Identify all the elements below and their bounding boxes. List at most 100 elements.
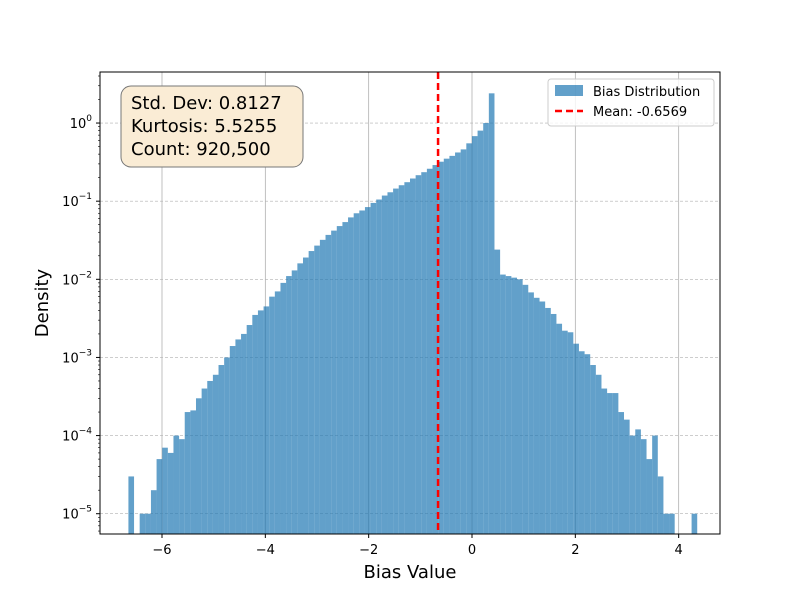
histogram-bar bbox=[556, 323, 563, 534]
histogram-bar bbox=[195, 398, 202, 534]
histogram-bar bbox=[522, 284, 529, 534]
histogram-bar bbox=[443, 158, 450, 534]
histogram-bar bbox=[201, 388, 208, 534]
histogram-bar bbox=[629, 435, 636, 534]
histogram-bar bbox=[652, 435, 658, 534]
histogram-bar bbox=[190, 410, 196, 534]
histogram-bar bbox=[376, 199, 382, 534]
histogram-bar bbox=[308, 251, 315, 534]
histogram-bar bbox=[274, 291, 281, 534]
histogram-bar bbox=[331, 230, 337, 534]
stats-count: Count: 920,500 bbox=[131, 139, 271, 160]
histogram-bar bbox=[562, 330, 568, 534]
histogram-bar bbox=[573, 343, 579, 534]
histogram-bar bbox=[500, 274, 506, 534]
histogram-bar bbox=[184, 412, 191, 534]
histogram-bar bbox=[314, 245, 320, 535]
histogram-bar bbox=[426, 168, 433, 535]
histogram-bar bbox=[471, 136, 478, 534]
histogram-bar bbox=[567, 332, 574, 534]
histogram-bar bbox=[302, 257, 309, 534]
histogram-bar bbox=[517, 279, 523, 534]
histogram-bar bbox=[286, 276, 292, 534]
histogram-bar bbox=[590, 365, 596, 534]
histogram-bar bbox=[595, 374, 602, 534]
y-tick-label: 10−2 bbox=[62, 270, 92, 288]
histogram-bar bbox=[342, 222, 349, 534]
histogram-bar bbox=[252, 314, 258, 534]
histogram-bar bbox=[364, 207, 371, 535]
histogram-bar bbox=[601, 388, 608, 534]
histogram-bar bbox=[398, 185, 405, 534]
histogram-bar bbox=[269, 296, 275, 534]
histogram-bar bbox=[410, 178, 416, 534]
histogram-bar bbox=[438, 161, 444, 534]
histogram-bar bbox=[348, 217, 354, 534]
histogram-bar bbox=[212, 374, 219, 534]
histogram-bar bbox=[297, 263, 303, 534]
histogram-bar bbox=[533, 297, 540, 534]
histogram-bar bbox=[511, 277, 518, 534]
stats-kurtosis: Kurtosis: 5.5255 bbox=[131, 116, 277, 137]
histogram-bars bbox=[128, 93, 698, 535]
histogram-bar bbox=[246, 325, 253, 534]
histogram-bar bbox=[663, 513, 670, 534]
histogram-bar bbox=[415, 175, 422, 535]
histogram-bar bbox=[635, 429, 641, 534]
histogram-bar bbox=[370, 202, 377, 534]
histogram-bar bbox=[460, 149, 467, 534]
histogram-bar bbox=[640, 439, 647, 534]
histogram-bar bbox=[393, 188, 399, 535]
histogram-bar bbox=[646, 459, 653, 534]
histogram-bar bbox=[483, 123, 489, 535]
stats-box bbox=[120, 85, 304, 168]
histogram-bar bbox=[455, 152, 461, 535]
histogram-bar bbox=[528, 292, 534, 534]
histogram-bar bbox=[167, 452, 174, 534]
legend-box bbox=[547, 78, 715, 127]
y-axis-label: Density bbox=[32, 268, 53, 337]
histogram-bar bbox=[224, 357, 230, 534]
histogram-bar bbox=[691, 513, 698, 534]
y-tick-label: 10−5 bbox=[62, 505, 92, 523]
stats-annotation: Std. Dev: 0.8127 Kurtosis: 5.5255 Count:… bbox=[120, 85, 304, 168]
histogram-bar bbox=[150, 490, 157, 534]
legend-swatch-histogram bbox=[555, 85, 583, 96]
x-tick-label: −4 bbox=[256, 543, 275, 558]
histogram-bar bbox=[359, 210, 365, 534]
histogram-bar bbox=[607, 393, 613, 534]
histogram-bar bbox=[584, 354, 591, 534]
histogram-bar bbox=[545, 307, 551, 534]
histogram-bar bbox=[657, 476, 664, 534]
histogram-bar bbox=[336, 226, 343, 534]
histogram-bar bbox=[494, 249, 501, 534]
histogram-bar bbox=[353, 213, 360, 535]
y-tick-label: 10−4 bbox=[62, 427, 92, 445]
legend-label-histogram: Bias Distribution bbox=[593, 85, 700, 100]
histogram-bar bbox=[505, 276, 512, 534]
histogram-bar bbox=[477, 130, 484, 534]
histogram-bar bbox=[578, 351, 585, 534]
histogram-bar bbox=[173, 435, 180, 534]
histogram-bar bbox=[488, 93, 495, 534]
histogram-bar bbox=[449, 155, 456, 535]
histogram-bar bbox=[162, 447, 168, 534]
histogram-bar bbox=[257, 310, 264, 534]
histogram-bar bbox=[669, 513, 675, 534]
histogram-bar bbox=[387, 192, 394, 534]
histogram-bar bbox=[624, 419, 630, 534]
histogram-bar bbox=[550, 313, 557, 534]
histogram-bar bbox=[229, 346, 236, 534]
histogram-bar bbox=[325, 234, 332, 534]
histogram-bar bbox=[145, 513, 151, 534]
histogram-bar bbox=[612, 393, 619, 534]
x-tick-label: 0 bbox=[468, 543, 476, 558]
x-axis-label: Bias Value bbox=[364, 562, 457, 583]
y-axis-ticks: 10−5 10−4 10−3 10−2 10−1 100 bbox=[62, 75, 100, 532]
y-tick-label: 10−3 bbox=[62, 348, 92, 366]
histogram-bar bbox=[381, 195, 388, 534]
histogram-bar bbox=[432, 165, 439, 534]
histogram-bar bbox=[280, 282, 287, 534]
histogram-bar bbox=[319, 239, 326, 534]
histogram-bar bbox=[128, 476, 135, 534]
